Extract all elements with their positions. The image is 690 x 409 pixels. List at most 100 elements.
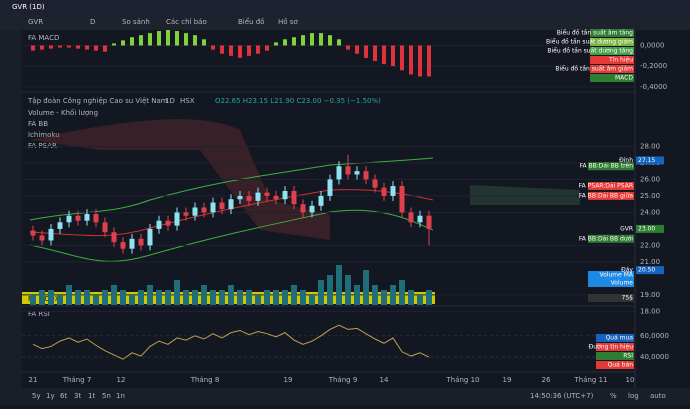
volume-bar: [318, 280, 324, 305]
macd-bar: [184, 33, 188, 46]
indicators[interactable]: Các chỉ báo: [166, 18, 207, 26]
candle-body: [129, 238, 135, 249]
legend-tag-text: FA PSAR:Dải PSAR: [579, 183, 633, 190]
price-tag-text: 20.50: [638, 267, 655, 274]
candle-body: [264, 192, 270, 196]
x-tick-label: 21: [29, 376, 38, 384]
y-tick-label: 26.00: [640, 175, 660, 183]
range-button[interactable]: 6t: [60, 392, 67, 400]
legend-tag: [590, 29, 634, 37]
candle-body: [201, 207, 207, 213]
compare[interactable]: So sánh: [122, 18, 150, 26]
volume-bar: [39, 290, 45, 305]
volume-bar: [390, 285, 396, 305]
candle-body: [273, 195, 279, 200]
y-tick-label: 21.00: [640, 258, 660, 266]
macd-bar: [319, 33, 323, 46]
macd-bar: [76, 45, 80, 49]
range-button[interactable]: 1n: [116, 392, 125, 400]
volume-bar: [264, 290, 270, 305]
x-tick-label: Tháng 9: [328, 376, 358, 384]
macd-bar: [337, 39, 341, 46]
candle-body: [282, 190, 288, 200]
macd-bar: [292, 37, 296, 46]
candle-body: [147, 228, 153, 246]
rsi-line: [32, 324, 430, 360]
chart-menu[interactable]: Biểu đồ: [238, 17, 264, 26]
volume-bar: [408, 290, 414, 305]
price-tag: [636, 266, 664, 275]
percent-toggle[interactable]: %: [610, 392, 617, 400]
macd-bar: [85, 45, 89, 50]
candle-body: [237, 195, 243, 200]
indicator-name: FA BB: [28, 120, 48, 128]
range-button[interactable]: 5n: [102, 392, 111, 400]
auto-toggle[interactable]: auto: [650, 392, 666, 400]
price-tag-text: GVR: [620, 225, 633, 232]
x-tick-label: 12: [117, 376, 126, 384]
interval: 1D: [165, 97, 175, 105]
volume-bar: [345, 275, 351, 305]
price-tag: [636, 224, 664, 233]
candle-body: [327, 179, 333, 196]
candle-body: [354, 171, 360, 175]
legend-tag: [588, 162, 634, 171]
volume-bar: [129, 295, 135, 305]
macd-bar: [121, 40, 125, 46]
bb-lower: [29, 209, 434, 262]
bottom-bar: [0, 388, 690, 405]
volume-bar: [255, 295, 261, 305]
macd-bar: [175, 31, 179, 46]
volume-bar: [183, 290, 189, 305]
macd-bar: [238, 45, 242, 58]
volume-bar: [237, 290, 243, 305]
profile-menu[interactable]: Hồ sơ: [278, 18, 298, 26]
toolbar: [0, 14, 690, 30]
range-button[interactable]: 1y: [46, 392, 55, 400]
macd-bar: [148, 33, 152, 46]
ohlc: O22.65 H23.15 L21.90 C23.00 −0.35 (−1.50…: [215, 97, 381, 105]
macd-bar: [229, 45, 233, 56]
y-tick-label: 0,0000: [640, 42, 665, 50]
indicator-name: Ichimoku: [28, 131, 60, 139]
legend-tag-text: Volume: [611, 280, 634, 287]
legend-tag: [590, 65, 634, 73]
macd-bar: [274, 42, 278, 46]
candle-body: [318, 195, 324, 206]
legend-tag-text: MACD: [615, 75, 633, 82]
legend-tag: [590, 38, 634, 46]
volume-bar: [111, 285, 117, 305]
volume-bar: [246, 290, 252, 305]
candle-body: [300, 204, 306, 213]
macd-bar: [346, 45, 350, 50]
volume-bar: [201, 285, 207, 305]
candle-body: [372, 179, 378, 188]
company: Tập đoàn Công nghiệp Cao su Việt Nam: [27, 97, 168, 105]
candle-body: [30, 230, 36, 236]
y-tick-label: 25.00: [640, 192, 660, 200]
volume-bar: [426, 290, 432, 305]
legend-tag: [590, 47, 634, 55]
volume-bar: [156, 290, 162, 305]
log-toggle[interactable]: log: [628, 392, 639, 400]
symbol[interactable]: GVR: [28, 18, 43, 26]
candle-body: [246, 195, 252, 201]
macd-bar: [220, 45, 224, 54]
x-tick-label: Tháng 10: [445, 376, 479, 384]
y-tick-label: 40,0000: [640, 353, 669, 361]
legend-tag-text: Biểu đồ tần suất âm tăng: [557, 29, 633, 37]
candle-body: [381, 187, 387, 196]
range-button[interactable]: 3t: [74, 392, 81, 400]
candle-body: [57, 222, 63, 229]
range-button[interactable]: 5y: [32, 392, 41, 400]
volume-bar: [57, 295, 63, 305]
volume-bar: [120, 290, 126, 305]
legend-tag: [596, 361, 634, 369]
y-tick-label: 22.00: [640, 241, 660, 249]
y-tick-label: 24.00: [640, 208, 660, 216]
range-button[interactable]: 1t: [88, 392, 95, 400]
y-tick-label: 19.00: [640, 291, 660, 299]
macd-bar: [355, 45, 359, 54]
macd-bar: [409, 45, 413, 75]
interval[interactable]: D: [90, 18, 95, 26]
